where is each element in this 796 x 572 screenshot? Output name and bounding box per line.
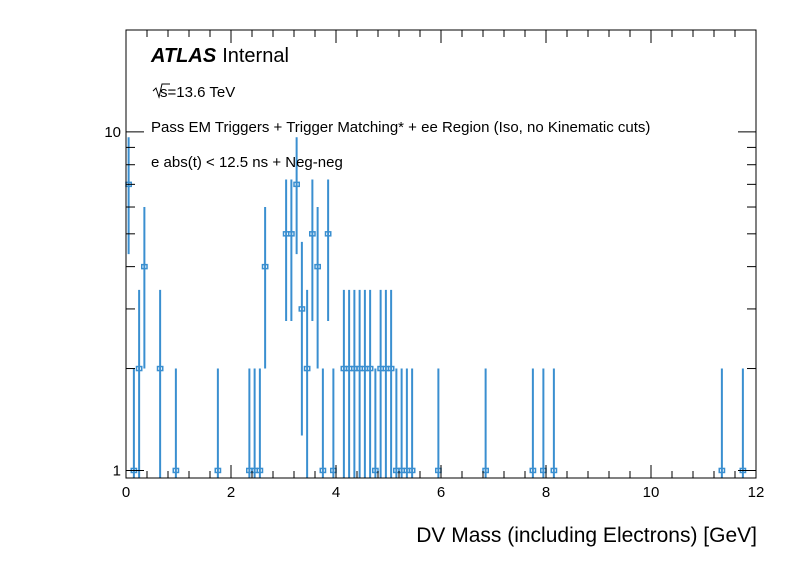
hist-bin-marker bbox=[261, 263, 269, 270]
x-tick-label: 10 bbox=[643, 484, 660, 501]
timing-cut-label: e abs(t) < 12.5 ns + Neg-neg bbox=[151, 154, 343, 171]
hist-bin bbox=[156, 289, 164, 478]
atlas-label: ATLAS Internal bbox=[150, 45, 289, 67]
hist-bin bbox=[293, 137, 300, 255]
hist-bin-marker bbox=[309, 231, 316, 237]
hist-bin bbox=[314, 207, 321, 369]
sqrt-symbol bbox=[152, 83, 170, 99]
hist-bin bbox=[288, 179, 295, 321]
x-axis-title: DV Mass (including Electrons) [GeV] bbox=[416, 524, 757, 547]
hist-bin bbox=[324, 179, 332, 321]
hist-bin bbox=[298, 241, 306, 436]
hist-bin bbox=[408, 368, 416, 478]
x-tick-label: 2 bbox=[227, 484, 235, 501]
hist-bin bbox=[319, 368, 327, 478]
hist-bin bbox=[309, 179, 316, 321]
hist-bin-marker bbox=[529, 467, 537, 474]
hist-bin-marker bbox=[214, 467, 222, 474]
hist-bin-marker bbox=[372, 467, 379, 474]
hist-bin-marker bbox=[298, 306, 306, 312]
hist-bin bbox=[550, 368, 558, 478]
hist-bin-marker bbox=[303, 365, 311, 372]
hist-bin-marker bbox=[288, 231, 295, 237]
hist-bin-marker bbox=[156, 365, 164, 372]
hist-bin bbox=[172, 368, 180, 478]
histogram-series bbox=[125, 137, 747, 478]
x-tick-label: 6 bbox=[437, 484, 445, 501]
y-tick-labels: 1 10 bbox=[104, 124, 121, 480]
energy-label: s=13.6 TeV bbox=[160, 84, 235, 101]
hist-bin bbox=[529, 368, 537, 478]
x-tick-labels: 0 2 4 6 8 10 12 bbox=[122, 484, 765, 501]
hist-bin bbox=[718, 368, 726, 478]
hist-bin bbox=[256, 368, 264, 478]
hist-bin bbox=[387, 289, 395, 478]
hist-bin-marker bbox=[550, 467, 558, 474]
hist-bin bbox=[214, 368, 222, 478]
hist-bin-marker bbox=[482, 467, 489, 474]
hist-bin-marker bbox=[408, 467, 416, 474]
hist-bin-marker bbox=[172, 467, 180, 474]
hist-bin-marker bbox=[293, 181, 300, 188]
hist-bin bbox=[372, 368, 379, 478]
x-tick-label: 0 bbox=[122, 484, 130, 501]
selection-label: Pass EM Triggers + Trigger Matching* + e… bbox=[151, 119, 650, 136]
hist-bin bbox=[482, 368, 489, 478]
hist-bin-marker bbox=[256, 467, 264, 474]
x-tick-label: 12 bbox=[748, 484, 765, 501]
hist-bin-marker bbox=[366, 365, 374, 372]
x-tick-label: 8 bbox=[542, 484, 550, 501]
hist-bin-marker bbox=[718, 467, 726, 474]
hist-bin bbox=[135, 289, 143, 478]
hist-bin-marker bbox=[314, 263, 321, 270]
hist-bin-marker bbox=[387, 365, 395, 372]
hist-bin-marker bbox=[319, 467, 327, 474]
x-tick-label: 4 bbox=[332, 484, 340, 501]
hist-bin bbox=[366, 289, 374, 478]
y-tick-label: 10 bbox=[104, 124, 121, 141]
hist-bin-marker bbox=[135, 365, 143, 372]
y-tick-label: 1 bbox=[113, 462, 121, 479]
hist-bin-marker bbox=[324, 231, 332, 237]
hist-bin-marker bbox=[141, 263, 148, 270]
hist-bin bbox=[141, 207, 148, 369]
hist-bin bbox=[303, 289, 311, 478]
axis-ticks bbox=[125, 29, 757, 478]
hist-bin bbox=[261, 207, 269, 369]
